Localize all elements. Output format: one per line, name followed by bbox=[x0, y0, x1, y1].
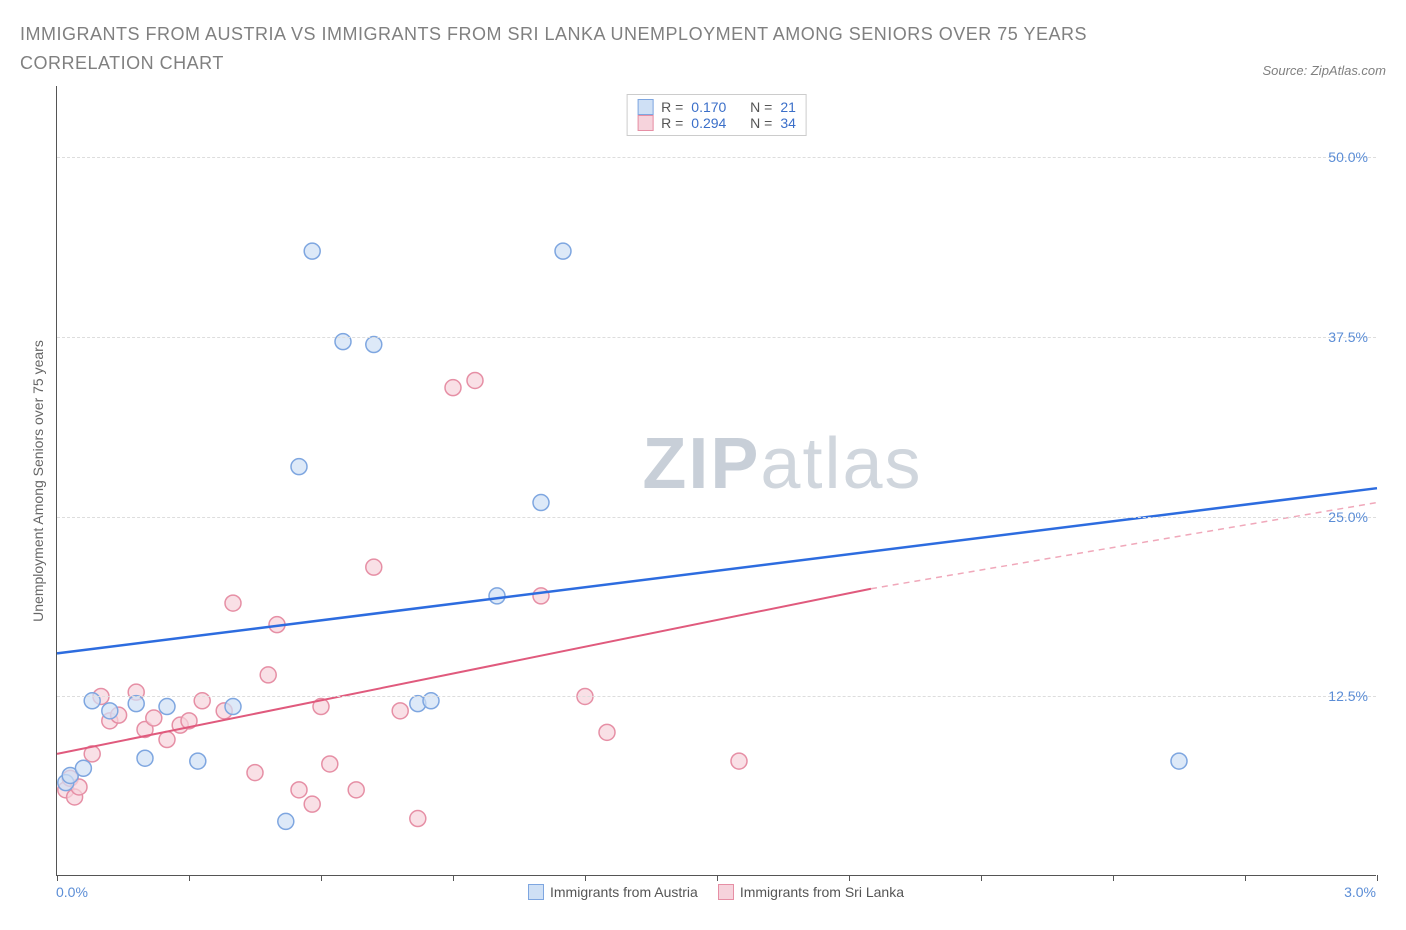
legend-label-srilanka: Immigrants from Sri Lanka bbox=[740, 884, 904, 900]
n-label-austria: N = bbox=[750, 99, 772, 115]
y-axis-label-wrap: Unemployment Among Seniors over 75 years bbox=[20, 86, 56, 876]
x-axis-min-label: 0.0% bbox=[56, 884, 88, 900]
y-tick-label: 37.5% bbox=[1328, 329, 1368, 345]
plot-area: ZIPatlas R = 0.170 N = 21 R = 0.294 bbox=[56, 86, 1376, 876]
legend-swatch-srilanka bbox=[718, 884, 734, 900]
x-axis-row: 0.0% Immigrants from Austria Immigrants … bbox=[56, 876, 1376, 900]
n-value-austria: 21 bbox=[780, 99, 796, 115]
source-prefix: Source: bbox=[1262, 63, 1310, 78]
stats-legend: R = 0.170 N = 21 R = 0.294 N = 34 bbox=[626, 94, 807, 136]
swatch-austria bbox=[637, 99, 653, 115]
x-axis-max-label: 3.0% bbox=[1344, 884, 1376, 900]
r-value-austria: 0.170 bbox=[691, 99, 726, 115]
r-value-srilanka: 0.294 bbox=[691, 115, 726, 131]
y-tick-label: 12.5% bbox=[1328, 688, 1368, 704]
correlation-chart: IMMIGRANTS FROM AUSTRIA VS IMMIGRANTS FR… bbox=[20, 20, 1386, 900]
source-attribution: Source: ZipAtlas.com bbox=[1262, 63, 1386, 78]
legend-swatch-austria bbox=[528, 884, 544, 900]
r-label-srilanka: R = bbox=[661, 115, 683, 131]
plot-wrap: Unemployment Among Seniors over 75 years… bbox=[20, 86, 1386, 876]
y-tick-label: 50.0% bbox=[1328, 149, 1368, 165]
scatter-svg-layer bbox=[57, 86, 1376, 875]
n-label-srilanka: N = bbox=[750, 115, 772, 131]
y-tick-label: 25.0% bbox=[1328, 509, 1368, 525]
stats-row-srilanka: R = 0.294 N = 34 bbox=[637, 115, 796, 131]
legend-item-srilanka: Immigrants from Sri Lanka bbox=[718, 884, 904, 900]
y-axis-label: Unemployment Among Seniors over 75 years bbox=[30, 340, 46, 622]
swatch-srilanka bbox=[637, 115, 653, 131]
stats-row-austria: R = 0.170 N = 21 bbox=[637, 99, 796, 115]
n-value-srilanka: 34 bbox=[780, 115, 796, 131]
title-row: IMMIGRANTS FROM AUSTRIA VS IMMIGRANTS FR… bbox=[20, 20, 1386, 78]
source-name: ZipAtlas.com bbox=[1311, 63, 1386, 78]
chart-title: IMMIGRANTS FROM AUSTRIA VS IMMIGRANTS FR… bbox=[20, 20, 1120, 78]
legend-label-austria: Immigrants from Austria bbox=[550, 884, 698, 900]
r-label-austria: R = bbox=[661, 99, 683, 115]
bottom-legend: Immigrants from Austria Immigrants from … bbox=[528, 884, 904, 900]
legend-item-austria: Immigrants from Austria bbox=[528, 884, 698, 900]
